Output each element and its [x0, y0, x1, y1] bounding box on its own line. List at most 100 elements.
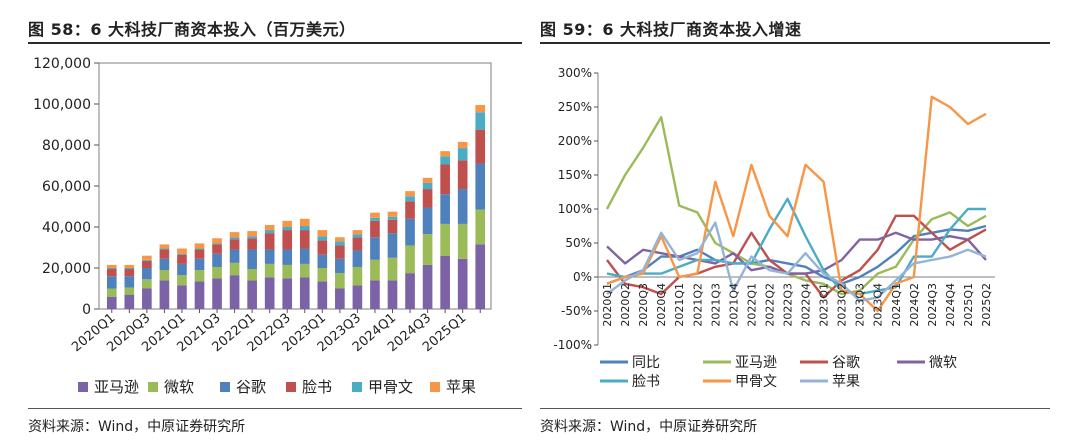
bar-legend-label: 微软 — [164, 378, 194, 396]
bar-segment — [247, 238, 257, 250]
bar-segment — [475, 163, 486, 210]
bar-segment — [370, 237, 380, 260]
bar-segment — [370, 212, 380, 218]
bar-segment — [212, 278, 222, 309]
left-title-rule — [28, 42, 522, 44]
bar-segment — [229, 275, 240, 309]
bar-segment — [194, 243, 205, 249]
bar-segment — [159, 270, 170, 281]
bar-segment — [247, 280, 257, 309]
bar-segment — [282, 249, 293, 265]
bar-segment — [177, 248, 187, 254]
bar-segment — [264, 230, 275, 234]
bar-segment — [229, 249, 240, 263]
bar-segment — [475, 112, 486, 130]
bar-segment — [440, 151, 450, 157]
line-x-tick-label: 2023Q4 — [872, 283, 885, 327]
bar-segment — [317, 230, 328, 237]
bar-legend-label: 亚马逊 — [94, 378, 139, 396]
bar-segment — [106, 288, 117, 297]
bar-segment — [194, 281, 205, 309]
bar-segment — [194, 270, 205, 282]
line-series — [606, 95, 987, 313]
bar-segment — [457, 160, 468, 190]
bar-segment — [299, 218, 310, 226]
line-y-tick-label: 300% — [558, 66, 592, 80]
bar-segment — [212, 238, 222, 244]
bar-segment — [352, 250, 363, 267]
bar-segment — [370, 280, 380, 309]
bar-segment — [317, 254, 328, 268]
line-y-tick-label: -100% — [553, 338, 592, 352]
line-x-tick-label: 2022Q3 — [781, 283, 794, 327]
bar-legend-swatch — [286, 382, 296, 392]
line-y-tick-label: 100% — [558, 202, 592, 216]
bar-segment — [264, 224, 275, 231]
line-legend-label: 苹果 — [832, 374, 860, 390]
bar-segment — [142, 260, 152, 268]
bar-segment — [387, 216, 398, 220]
bar-segment — [177, 285, 187, 309]
line-y-tick-label: 0% — [573, 270, 592, 284]
line-x-tick-label: 2023Q3 — [854, 283, 867, 327]
bar-segment — [194, 248, 205, 250]
bar-legend-label: 脸书 — [302, 378, 332, 396]
bar-segment — [422, 182, 433, 190]
right-source-note: 资料来源：Wind，中原证券研究所 — [540, 419, 758, 435]
line-x-tick-label: 2022Q2 — [763, 283, 776, 327]
bar-segment — [282, 220, 293, 227]
line-x-tick-label: 2020Q4 — [655, 283, 668, 327]
bar-segment — [124, 268, 135, 270]
bar-segment — [142, 259, 152, 261]
bar-segment — [405, 201, 415, 219]
bar-segment — [422, 189, 433, 208]
bar-segment — [229, 237, 240, 240]
bar-segment — [299, 277, 310, 309]
bar-segment — [387, 233, 398, 258]
bar-segment — [352, 285, 363, 309]
line-x-tick-label: 2020Q2 — [619, 283, 632, 327]
bar-segment — [440, 223, 450, 256]
line-legend-label: 亚马逊 — [735, 355, 777, 371]
bar-segment — [475, 105, 486, 113]
bar-segment — [247, 231, 257, 237]
bar-segment — [142, 268, 152, 280]
bar-segment — [405, 191, 415, 197]
bar-segment — [177, 263, 187, 276]
bar-segment — [335, 273, 345, 289]
bar-segment — [282, 278, 293, 309]
line-x-tick-label: 2021Q1 — [673, 283, 686, 327]
bar-segment — [422, 207, 433, 235]
line-x-tick-label: 2024Q2 — [908, 283, 921, 327]
right-title-rule — [540, 42, 1050, 44]
line-x-tick-label: 2020Q3 — [637, 283, 650, 327]
line-x-tick-label: 2024Q4 — [944, 283, 957, 327]
bar-segment — [124, 276, 135, 288]
bar-y-tick-label: 60,000 — [42, 179, 91, 195]
bar-segment — [264, 233, 275, 250]
bar-legend-swatch — [78, 382, 88, 392]
bar-legend-swatch — [352, 382, 362, 392]
line-x-tick-label: 2022Q1 — [745, 283, 758, 327]
bar-legend-swatch — [148, 382, 158, 392]
bar-segment — [142, 255, 152, 260]
bar-segment — [159, 248, 170, 250]
bar-segment — [405, 218, 415, 246]
right-source-rule — [540, 408, 1050, 409]
line-legend-label: 谷歌 — [832, 355, 860, 371]
bar-segment — [299, 248, 310, 264]
bar-segment — [229, 232, 240, 238]
bar-segment — [440, 194, 450, 224]
bar-segment — [352, 234, 363, 238]
bar-segment — [229, 239, 240, 250]
left-chart-title: 图 58：6 大科技厂商资本投入（百万美元） — [28, 20, 356, 39]
line-legend-label: 同比 — [632, 355, 660, 371]
bar-segment — [475, 129, 486, 164]
bar-segment — [247, 269, 257, 281]
bar-segment — [299, 225, 310, 231]
line-y-tick-label: -50% — [561, 304, 592, 318]
line-x-tick-label: 2023Q1 — [818, 283, 831, 327]
bar-legend-swatch — [430, 382, 440, 392]
bar-legend-swatch — [220, 382, 230, 392]
bar-segment — [457, 141, 468, 149]
